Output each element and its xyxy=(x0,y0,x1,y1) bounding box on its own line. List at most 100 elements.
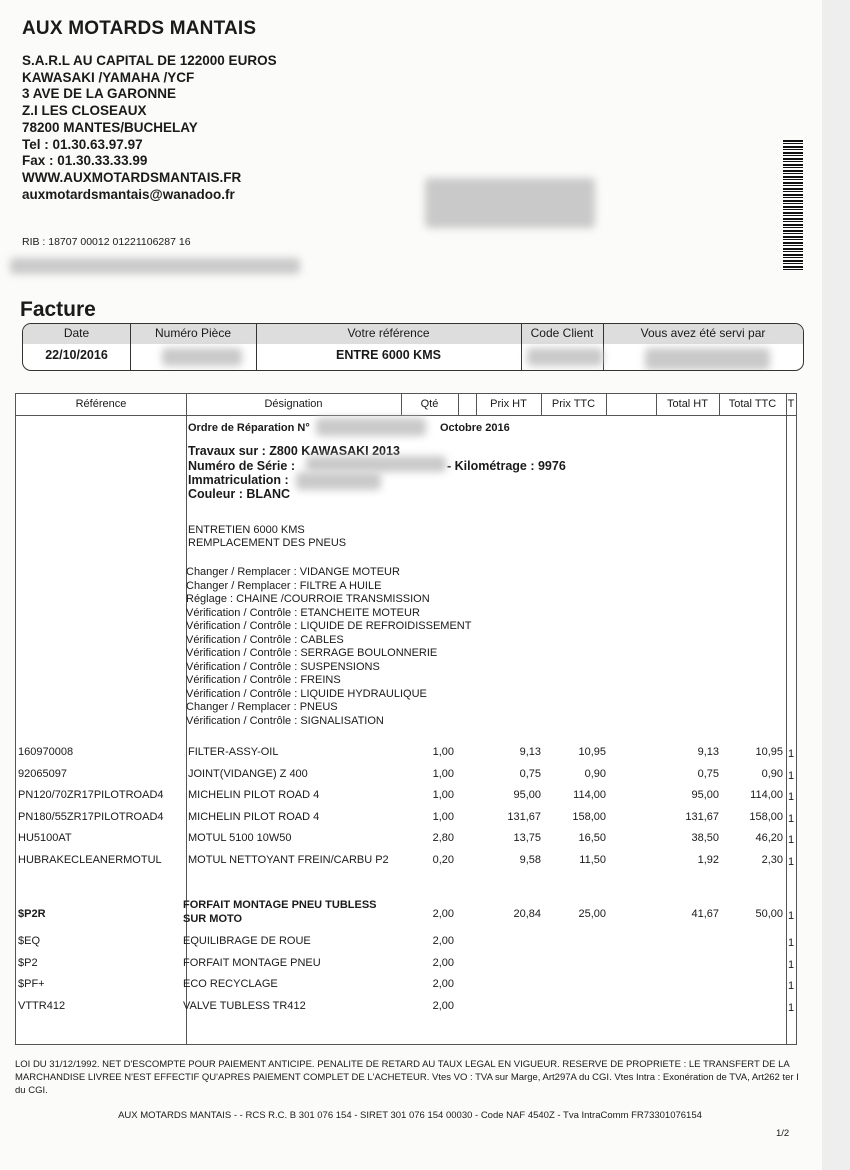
item-pht: 131,67 xyxy=(507,810,541,823)
item-reference: HUBRAKECLEANERMOTUL xyxy=(18,854,162,866)
item-pht: 9,13 xyxy=(519,746,541,758)
company-line: 78200 MANTES/BUCHELAY xyxy=(22,119,198,135)
item-designation: FORFAIT MONTAGE PNEU xyxy=(183,956,321,969)
item-reference: $EQ xyxy=(18,935,41,947)
item-tax-code: 1 xyxy=(788,812,795,825)
company-line: S.A.R.L AU CAPITAL DE 122000 EUROS xyxy=(22,53,277,68)
task-line: Vérification / Contrôle : LIQUIDE DE REF… xyxy=(186,620,472,632)
servi-label: Vous avez été servi par xyxy=(640,326,766,340)
item-tttc: 158,00 xyxy=(749,810,783,823)
item-pht: 95,00 xyxy=(513,789,541,802)
item-pht: 0,75 xyxy=(519,767,541,780)
invoice-table: Référence Désignation Qté Prix HT Prix TTC To… xyxy=(15,393,797,1045)
client-label: Code Client xyxy=(530,326,594,340)
item-reference: 92065097 xyxy=(18,767,67,780)
item-tax-code: 1 xyxy=(788,958,795,971)
redacted-client xyxy=(527,348,603,366)
column-header: Qté xyxy=(401,394,459,415)
item-pttc: 114,00 xyxy=(573,789,606,802)
vehicle-immat: Immatriculation : xyxy=(188,473,289,487)
redacted-address xyxy=(425,178,595,228)
column-header: Prix TTC xyxy=(541,394,607,415)
task-line: Vérification / Contrôle : ETANCHEITE MOT… xyxy=(186,606,420,619)
item-reference: PN180/55ZR17PILOTROAD4 xyxy=(18,810,164,823)
item-tttc: 46,20 xyxy=(755,832,783,845)
item-tax-code: 1 xyxy=(788,748,795,760)
column-header xyxy=(458,394,477,415)
item-designation: FILTER-ASSY-OIL xyxy=(188,746,279,758)
item-pht: 13,75 xyxy=(513,832,541,845)
item-tht: 41,67 xyxy=(691,908,719,920)
item-pht: 20,84 xyxy=(513,908,541,920)
task-line: Changer / Remplacer : PNEUS xyxy=(186,701,338,713)
item-qty: 0,20 xyxy=(432,854,454,866)
item-designation: JOINT(VIDANGE) Z 400 xyxy=(188,767,308,780)
column-header: T xyxy=(787,398,795,410)
item-qty: 2,00 xyxy=(432,999,454,1012)
item-designation: FORFAIT MONTAGE PNEU TUBLESS xyxy=(183,899,377,911)
redacted-servi xyxy=(645,348,770,370)
item-designation: MOTUL 5100 10W50 xyxy=(188,832,292,845)
date-value: 22/10/2016 xyxy=(45,348,108,362)
item-qty: 2,00 xyxy=(432,935,454,947)
item-tttc: 0,90 xyxy=(761,767,783,780)
piece-label: Numéro Pièce xyxy=(154,326,232,340)
date-label: Date xyxy=(63,326,90,340)
scan-edge xyxy=(822,0,850,1170)
item-qty: 1,00 xyxy=(432,810,454,823)
item-qty: 2,00 xyxy=(432,908,454,920)
column-header: Total HT xyxy=(656,394,720,415)
item-pttc: 0,90 xyxy=(584,767,606,780)
task-line: Changer / Remplacer : VIDANGE MOTEUR xyxy=(186,566,400,578)
item-reference: $P2R xyxy=(18,908,46,920)
item-tttc: 10,95 xyxy=(755,746,783,758)
task-line: Vérification / Contrôle : FREINS xyxy=(186,674,341,686)
vehicle-serie: Numéro de Série : xyxy=(188,459,295,473)
item-tax-code: 1 xyxy=(788,791,795,804)
item-tht: 0,75 xyxy=(697,767,719,780)
item-pttc: 10,95 xyxy=(578,746,606,758)
redacted-piece xyxy=(162,348,242,366)
item-qty: 2,00 xyxy=(432,978,454,990)
item-reference: HU5100AT xyxy=(18,832,72,845)
task-line: Vérification / Contrôle : SERRAGE BOULON… xyxy=(186,647,438,659)
work-title: REMPLACEMENT DES PNEUS xyxy=(188,537,347,549)
task-line: Vérification / Contrôle : SUSPENSIONS xyxy=(186,660,380,673)
item-tttc: 114,00 xyxy=(750,789,783,802)
item-pttc: 11,50 xyxy=(579,854,606,866)
vehicle-km: - Kilométrage : 9976 xyxy=(447,459,566,473)
ref-value: ENTRE 6000 KMS xyxy=(336,348,441,362)
order-month: Octobre 2016 xyxy=(440,422,510,434)
column-header: Référence xyxy=(16,394,187,415)
item-designation: MOTUL NETTOYANT FREIN/CARBU P2 xyxy=(188,854,389,866)
redacted-line xyxy=(10,258,300,274)
page-number: 1/2 xyxy=(776,1128,790,1139)
item-designation: MICHELIN PILOT ROAD 4 xyxy=(188,789,320,802)
item-designation: EQUILIBRAGE DE ROUE xyxy=(183,935,311,947)
item-reference: $PF+ xyxy=(18,978,45,990)
item-tht: 38,50 xyxy=(691,832,719,845)
page-title: Facture xyxy=(20,298,96,321)
item-tht: 131,67 xyxy=(685,810,719,823)
item-tttc: 50,00 xyxy=(755,908,783,920)
item-tttc: 2,30 xyxy=(761,854,783,866)
invoice-header: Date 22/10/2016 Numéro Pièce Votre référe… xyxy=(22,323,804,371)
vehicle-couleur: Couleur : BLANC xyxy=(188,487,291,501)
item-tht: 9,13 xyxy=(697,746,719,758)
task-line: Vérification / Contrôle : CABLES xyxy=(186,633,344,646)
rib: RIB : 18707 00012 01221106287 16 xyxy=(22,236,191,248)
item-qty: 2,80 xyxy=(432,832,454,845)
ref-label: Votre référence xyxy=(347,326,430,340)
company-line: Z.I LES CLOSEAUX xyxy=(22,103,147,119)
company-line: Tel : 01.30.63.97.97 xyxy=(22,136,143,152)
item-pht: 9,58 xyxy=(519,854,541,866)
item-pttc: 16,50 xyxy=(578,832,606,845)
item-tax-code: 1 xyxy=(788,769,795,782)
legal-notice: LOI DU 31/12/1992. NET D'ESCOMPTE POUR P… xyxy=(15,1059,799,1096)
task-line: Réglage : CHAINE /COURROIE TRANSMISSION xyxy=(186,593,430,605)
work-title: ENTRETIEN 6000 KMS xyxy=(188,524,305,536)
company-address: S.A.R.L AU CAPITAL DE 122000 EUROS KAWASA… xyxy=(22,53,277,203)
task-line: Vérification / Contrôle : SIGNALISATION xyxy=(186,714,384,727)
item-designation: SUR MOTO xyxy=(183,913,243,925)
redacted-field xyxy=(296,472,381,490)
